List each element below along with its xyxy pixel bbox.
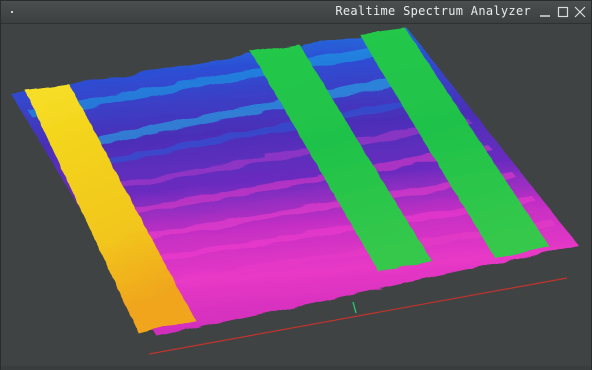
marker-tick [352,301,357,314]
spectrum-plot-area[interactable] [7,24,587,366]
close-icon[interactable] [574,6,586,18]
yellow-band [25,84,195,334]
green-band-left [251,44,431,272]
surface-streaks [27,44,557,288]
minimize-icon[interactable] [539,6,551,18]
spectrogram-surface[interactable] [7,24,587,366]
system-menu-icon[interactable] [7,7,17,17]
bottom-edge [1,366,591,370]
maximize-icon[interactable] [557,6,569,18]
title-bar[interactable]: Realtime Spectrum Analyzer [1,1,591,24]
green-band-right [359,28,549,258]
frequency-axis-line [148,277,568,355]
window-title: Realtime Spectrum Analyzer [335,4,531,18]
